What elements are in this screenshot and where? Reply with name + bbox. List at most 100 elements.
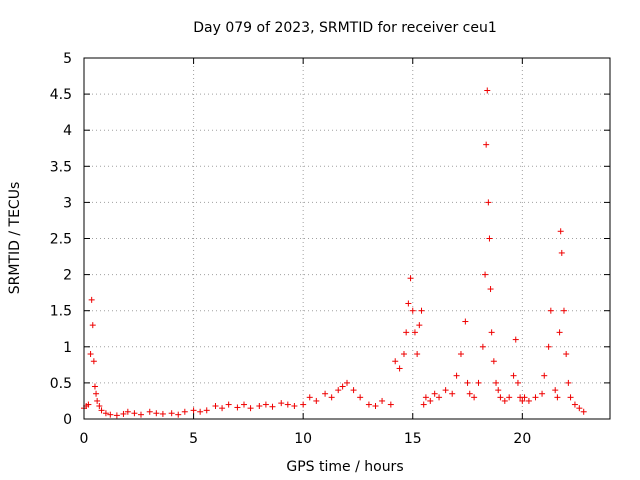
data-point — [91, 383, 98, 390]
data-point — [396, 365, 403, 372]
x-tick-label: 20 — [513, 431, 531, 447]
data-point — [107, 411, 114, 418]
y-tick-label: 3 — [63, 195, 72, 211]
data-point — [557, 228, 564, 235]
data-point — [344, 379, 350, 386]
data-point — [219, 405, 226, 412]
data-point — [479, 343, 486, 350]
data-point — [88, 296, 95, 303]
y-tick-label: 3.5 — [50, 159, 72, 175]
data-point — [464, 379, 471, 386]
data-point — [519, 397, 526, 404]
data-point — [212, 403, 219, 410]
plot-frame — [83, 57, 611, 420]
data-point — [102, 410, 109, 417]
data-point — [571, 401, 578, 408]
data-point — [431, 390, 438, 397]
y-tick-label: 1.5 — [50, 304, 72, 320]
data-point — [409, 307, 416, 314]
grid — [84, 58, 610, 419]
data-point — [240, 401, 247, 408]
data-point — [420, 401, 427, 408]
data-point — [203, 407, 210, 414]
data-point — [93, 390, 100, 397]
data-point — [482, 271, 489, 278]
data-point — [512, 336, 519, 343]
y-tick-label: 0.5 — [50, 376, 72, 392]
data-point — [541, 372, 548, 379]
data-point — [556, 329, 563, 336]
data-point — [379, 397, 386, 404]
data-point — [418, 307, 425, 314]
data-point — [190, 407, 197, 414]
tick-labels: 0 5 10 15 20 0 0.5 1 1.5 2 2.5 3 3.5 4 4.5 5 — [50, 51, 532, 447]
data-point — [510, 372, 517, 379]
data-point — [414, 351, 421, 358]
data-point — [98, 407, 105, 414]
data-point — [475, 379, 482, 386]
data-point — [521, 394, 528, 401]
data-point — [563, 351, 570, 358]
data-point — [335, 387, 342, 394]
data-point — [449, 390, 456, 397]
data-point — [576, 405, 583, 412]
data-point — [137, 411, 144, 418]
data-point — [411, 329, 418, 336]
data-point — [485, 199, 492, 206]
y-tick-label: 2.5 — [50, 232, 72, 248]
x-tick-label: 10 — [294, 431, 312, 447]
data-point — [168, 410, 175, 417]
data-point — [175, 411, 182, 418]
data-point — [284, 401, 291, 408]
data-point — [159, 410, 166, 417]
data-point — [532, 394, 539, 401]
data-point — [471, 394, 478, 401]
data-point — [422, 394, 429, 401]
data-point — [405, 300, 412, 307]
data-point — [565, 379, 572, 386]
data-point — [407, 275, 414, 282]
data-point — [313, 397, 320, 404]
y-tick-label: 2 — [63, 268, 72, 284]
data-point — [197, 408, 204, 415]
data-point — [153, 410, 160, 417]
data-point — [490, 358, 497, 365]
data-point — [278, 400, 285, 407]
data-point — [225, 401, 232, 408]
data-point — [427, 397, 434, 404]
data-point — [545, 343, 552, 350]
data-point — [497, 394, 504, 401]
x-tick-label: 15 — [404, 431, 422, 447]
data-point — [90, 358, 97, 365]
data-point — [416, 322, 423, 329]
data-point — [567, 394, 574, 401]
data-point — [487, 286, 494, 293]
data-point — [291, 403, 298, 410]
data-point — [554, 394, 561, 401]
data-point — [488, 329, 495, 336]
data-point — [506, 394, 513, 401]
data-point — [85, 401, 92, 408]
axis-ticks — [83, 57, 610, 420]
data-point — [322, 390, 329, 397]
data-point — [484, 87, 491, 94]
data-point — [306, 394, 313, 401]
data-point — [552, 387, 559, 394]
data-point — [339, 383, 346, 390]
data-point — [131, 410, 138, 417]
data-point — [357, 394, 364, 401]
x-axis-label: GPS time / hours — [286, 459, 403, 475]
data-point — [256, 403, 263, 410]
chart-title: Day 079 of 2023, SRMTID for receiver ceu… — [193, 20, 497, 36]
data-point — [547, 307, 554, 314]
data-point — [328, 394, 335, 401]
data-point — [453, 372, 460, 379]
data-point — [493, 379, 500, 386]
data-point — [580, 408, 587, 415]
data-point — [146, 408, 153, 415]
data-point — [466, 390, 473, 397]
data-point — [392, 358, 399, 365]
data-point — [96, 403, 103, 410]
data-point — [234, 404, 241, 411]
